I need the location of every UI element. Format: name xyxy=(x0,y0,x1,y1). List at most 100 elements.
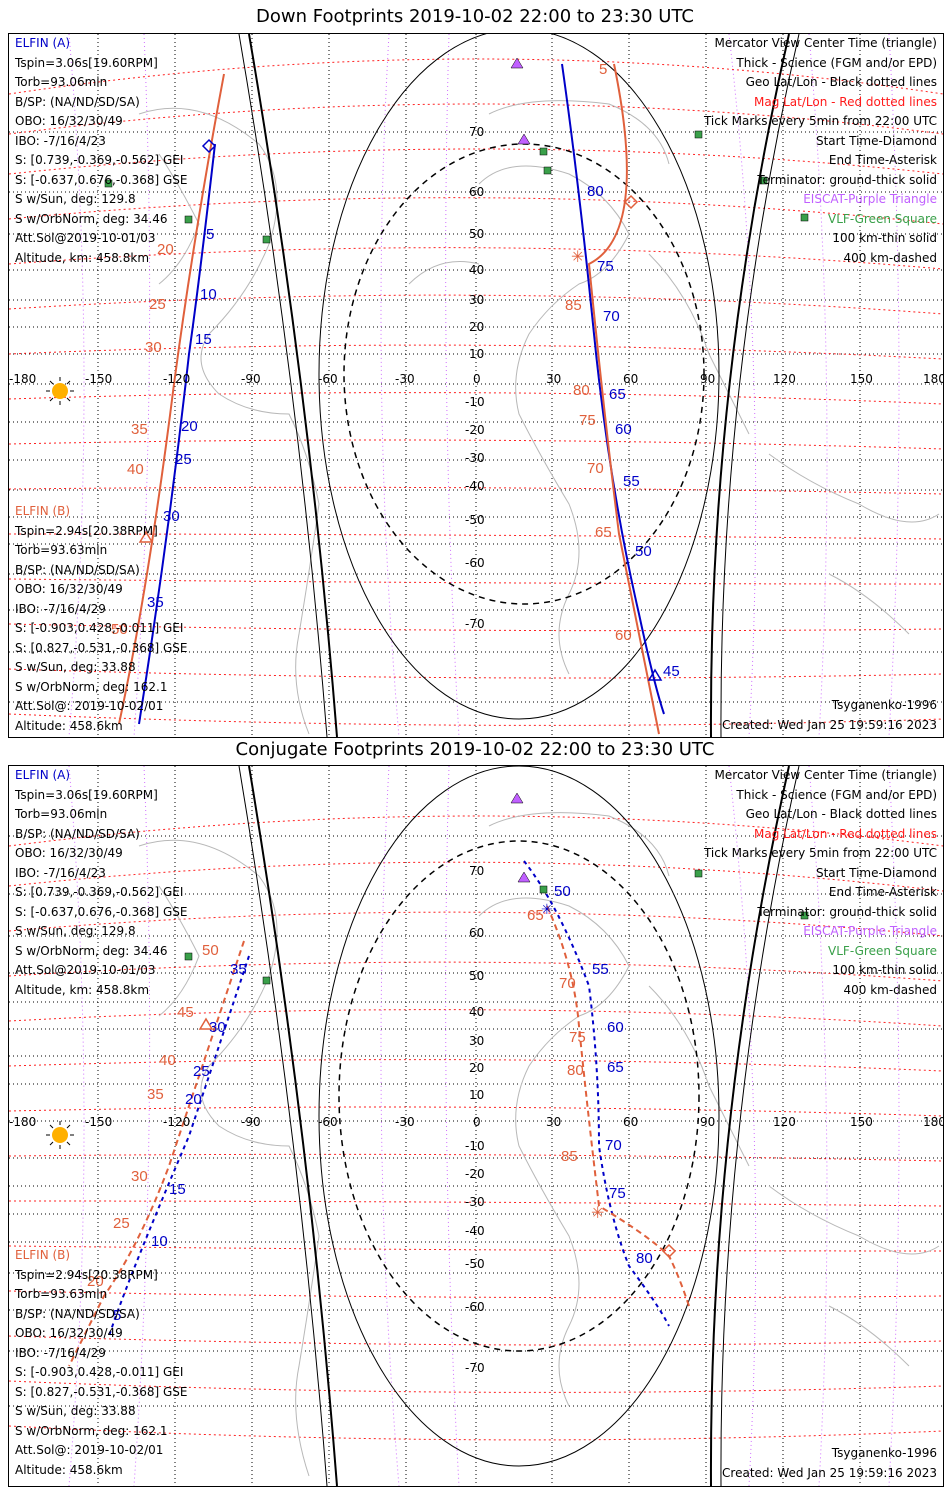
vlf-square xyxy=(543,166,552,175)
footer: Tsyganenko-1996 Created: Wed Jan 25 19:5… xyxy=(722,696,937,735)
elfin-a-track-left xyxy=(108,955,250,1337)
vlf-square xyxy=(539,885,548,894)
lat-tick: 10 xyxy=(469,1088,484,1102)
label-a-l4: 25 xyxy=(175,451,192,468)
elfin-b-line: Att.Sol@: 2019-10-02/01 xyxy=(15,699,164,713)
elfin-a-line: OBO: 16/32/30/49 xyxy=(15,846,123,860)
lon-tick: 30 xyxy=(546,372,561,386)
lon-tick: 0 xyxy=(473,1115,481,1129)
elfin-b-line: IBO: -7/16/4/29 xyxy=(15,1345,106,1360)
elfin-b-line: S: [0.827,-0.531,-0.368] GSE xyxy=(15,1384,188,1399)
label-a-r7: 45 xyxy=(663,663,680,680)
lon-tick: 120 xyxy=(773,1115,796,1129)
lon-tick: 150 xyxy=(850,372,873,386)
conjugate-map: 35 30 25 20 15 10 5 50 45 40 35 30 25 20… xyxy=(9,766,943,1486)
label-b-r1: 70 xyxy=(559,975,576,992)
lat-tick: -60 xyxy=(465,556,485,570)
conjugate-footprints-panel: 35 30 25 20 15 10 5 50 45 40 35 30 25 20… xyxy=(8,765,944,1487)
elfin-a-line: Torb=93.06min xyxy=(15,807,108,821)
label-a-r6: 50 xyxy=(635,543,652,560)
elfin-b-line: Torb=93.63min xyxy=(15,543,108,557)
label-b-l2: 40 xyxy=(159,1052,176,1069)
lon-tick: 0 xyxy=(473,372,481,386)
elfin-a-name: ELFIN (A) xyxy=(15,36,71,50)
coastlines xyxy=(138,812,940,1477)
elfin-a-info: ELFIN (A) Tspin=3.06s[19.60RPM] Torb=93.… xyxy=(15,34,188,268)
legend-geo: Geo Lat/Lon - Black dotted lines xyxy=(745,807,937,821)
elfin-a-name: ELFIN (A) xyxy=(15,768,71,782)
legend-eiscat: EISCAT-Purple Triangle xyxy=(803,924,937,938)
footer: Tsyganenko-1996 Created: Wed Jan 25 19:5… xyxy=(722,1444,937,1483)
label-a-r1: 75 xyxy=(597,258,614,275)
lon-tick: 180 xyxy=(923,372,943,386)
label-a-l3: 20 xyxy=(185,1091,202,1108)
elfin-b-line: Att.Sol@: 2019-10-02/01 xyxy=(15,1443,164,1457)
elfin-b-line: S w/OrbNorm, deg: 162.1 xyxy=(15,1423,168,1438)
field-line-400km xyxy=(338,840,700,1352)
label-a-l1: 10 xyxy=(200,286,217,303)
label-a-l5: 30 xyxy=(163,508,180,525)
elfin-a-line: S w/OrbNorm, deg: 34.46 xyxy=(15,211,168,226)
legend-mag: Mag Lat/Lon - Red dotted lines xyxy=(753,94,937,109)
lat-tick: -60 xyxy=(465,1300,485,1314)
label-b-l6: 20 xyxy=(87,1273,104,1290)
elfin-a-line: IBO: -7/16/4/23 xyxy=(15,865,106,880)
label-b-r1: 85 xyxy=(565,297,582,314)
lat-tick: 20 xyxy=(469,320,484,334)
lon-tick: -150 xyxy=(85,1115,112,1129)
lon-tick: -30 xyxy=(395,372,415,386)
stations xyxy=(104,57,809,244)
end-asterisk-a: ✳ xyxy=(541,902,553,918)
conjugate-footprints-title: Conjugate Footprints 2019-10-02 22:00 to… xyxy=(235,739,715,760)
lat-tick: 60 xyxy=(469,926,484,940)
eiscat-triangle xyxy=(517,133,531,145)
lat-tick: -10 xyxy=(465,395,485,409)
stations xyxy=(184,792,809,985)
label-a-l2: 15 xyxy=(195,331,212,348)
label-b-r2: 80 xyxy=(573,382,590,399)
center-triangle-b xyxy=(198,1017,214,1030)
sun-icon xyxy=(46,377,74,405)
elfin-b-track-left xyxy=(118,73,225,725)
lat-axis: 70 60 50 40 30 20 10 -10 -10 -20 -30 -40… xyxy=(465,125,485,631)
label-a-r2: 70 xyxy=(603,308,620,325)
terminator xyxy=(238,766,800,1486)
elfin-a-line: Tspin=3.06s[19.60RPM] xyxy=(15,55,158,70)
elfin-b-line: S: [0.827,-0.531,-0.368] GSE xyxy=(15,640,188,655)
vlf-square xyxy=(262,235,271,244)
lon-tick: 120 xyxy=(773,372,796,386)
label-a-l5: 10 xyxy=(151,1233,168,1250)
footer-created: Created: Wed Jan 25 19:59:16 2023 xyxy=(722,717,937,732)
label-a-r2: 60 xyxy=(607,1019,624,1036)
lon-tick: 90 xyxy=(700,372,715,386)
elfin-b-name: ELFIN (B) xyxy=(15,1248,71,1262)
down-map: 5 10 15 20 25 30 35 20 25 30 35 40 45 50… xyxy=(9,34,943,737)
lon-tick: 30 xyxy=(546,1115,561,1129)
elfin-a-track-left xyxy=(138,143,216,725)
lon-tick: -120 xyxy=(163,372,190,386)
vlf-square xyxy=(800,213,809,222)
elfin-b-line: Tspin=2.94s[20.38RPM] xyxy=(15,1267,158,1282)
label-b-l3: 35 xyxy=(147,1086,164,1103)
label-a-r6: 80 xyxy=(636,1250,653,1267)
legend-vlf: VLF-Green Square xyxy=(828,211,937,226)
geo-grid xyxy=(9,766,943,1486)
elfin-b-line: S w/Sun, deg: 33.88 xyxy=(15,660,136,674)
label-b-l1: 45 xyxy=(177,1004,194,1021)
label-a-l4: 15 xyxy=(169,1181,186,1198)
label-b-r0: 5 xyxy=(599,61,607,78)
label-a-l0: 5 xyxy=(206,226,214,243)
lat-tick: -50 xyxy=(465,1257,485,1271)
elfin-b-track-left xyxy=(68,940,245,1367)
label-a-r0: 80 xyxy=(587,183,604,200)
footer-created: Created: Wed Jan 25 19:59:16 2023 xyxy=(722,1465,937,1480)
start-diamond-b xyxy=(661,1243,677,1259)
elfin-b-line: S w/OrbNorm, deg: 162.1 xyxy=(15,679,168,694)
elfin-b-track-right xyxy=(546,905,690,1307)
elfin-a-track-right xyxy=(561,63,665,715)
lon-tick: -60 xyxy=(318,1115,338,1129)
elfin-a-line: S: [-0.637,0.676,-0.368] GSE xyxy=(15,172,188,187)
label-b-l2: 30 xyxy=(145,339,162,356)
center-triangle-b xyxy=(138,530,154,543)
vlf-square xyxy=(184,215,193,224)
